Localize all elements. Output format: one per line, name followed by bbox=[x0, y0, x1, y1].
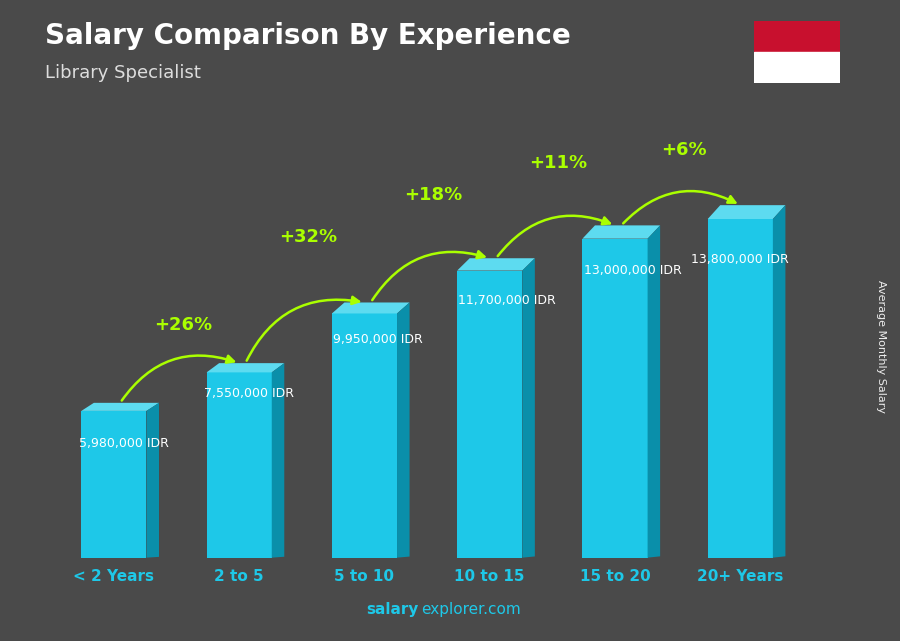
Text: 5,980,000 IDR: 5,980,000 IDR bbox=[79, 437, 168, 451]
FancyArrowPatch shape bbox=[247, 297, 359, 361]
Polygon shape bbox=[648, 226, 660, 558]
Text: 11,700,000 IDR: 11,700,000 IDR bbox=[458, 294, 556, 306]
Text: explorer.com: explorer.com bbox=[421, 602, 521, 617]
FancyArrowPatch shape bbox=[623, 191, 735, 223]
Polygon shape bbox=[332, 303, 410, 313]
Polygon shape bbox=[582, 238, 648, 558]
Polygon shape bbox=[457, 271, 522, 558]
Polygon shape bbox=[397, 303, 410, 558]
Text: Salary Comparison By Experience: Salary Comparison By Experience bbox=[45, 22, 571, 51]
Polygon shape bbox=[272, 363, 284, 558]
Polygon shape bbox=[81, 403, 159, 411]
Polygon shape bbox=[773, 205, 786, 558]
Bar bbox=[754, 21, 840, 52]
Text: salary: salary bbox=[366, 602, 418, 617]
Polygon shape bbox=[707, 219, 773, 558]
Polygon shape bbox=[207, 372, 272, 558]
Text: 13,000,000 IDR: 13,000,000 IDR bbox=[584, 264, 681, 277]
Polygon shape bbox=[332, 313, 397, 558]
Polygon shape bbox=[207, 363, 284, 372]
Text: Library Specialist: Library Specialist bbox=[45, 64, 201, 82]
Text: +18%: +18% bbox=[404, 187, 463, 204]
Text: 9,950,000 IDR: 9,950,000 IDR bbox=[333, 333, 423, 346]
FancyArrowPatch shape bbox=[498, 216, 610, 256]
Polygon shape bbox=[147, 403, 159, 558]
Polygon shape bbox=[522, 258, 535, 558]
Polygon shape bbox=[707, 205, 786, 219]
Text: +32%: +32% bbox=[279, 228, 338, 246]
Polygon shape bbox=[457, 258, 535, 271]
Bar bbox=[754, 52, 840, 83]
Text: Average Monthly Salary: Average Monthly Salary bbox=[877, 279, 886, 413]
FancyArrowPatch shape bbox=[373, 251, 484, 300]
Text: +26%: +26% bbox=[154, 316, 211, 334]
Text: 7,550,000 IDR: 7,550,000 IDR bbox=[204, 387, 294, 400]
Polygon shape bbox=[81, 411, 147, 558]
Polygon shape bbox=[582, 226, 660, 238]
Text: +11%: +11% bbox=[529, 154, 588, 172]
FancyArrowPatch shape bbox=[122, 356, 234, 401]
Text: +6%: +6% bbox=[662, 141, 706, 160]
Text: 13,800,000 IDR: 13,800,000 IDR bbox=[691, 253, 789, 266]
